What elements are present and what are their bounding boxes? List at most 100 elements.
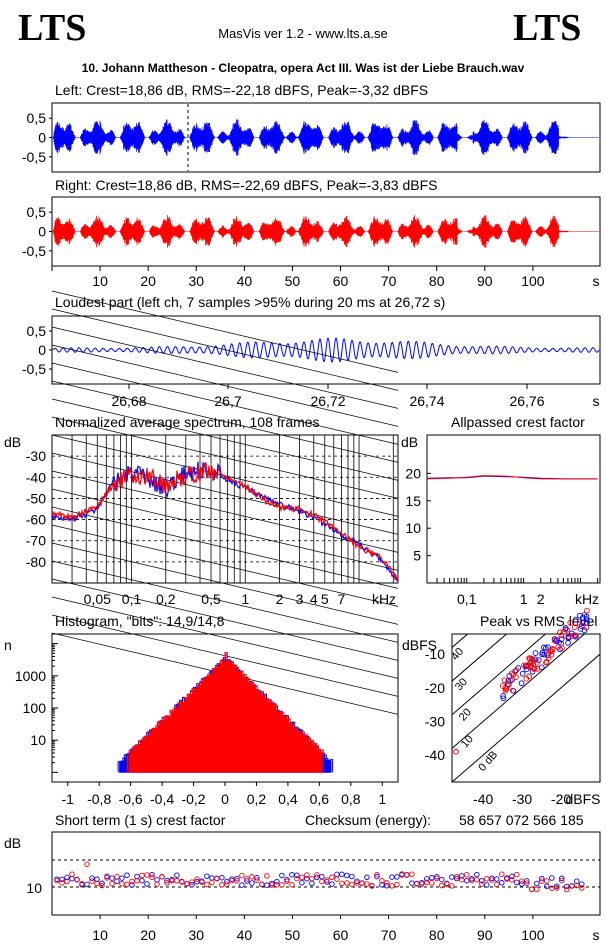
histogram-xtick-6: 0,2 [247, 791, 267, 807]
app-title: MasVis ver 1.2 - www.lts.a.se [218, 26, 388, 41]
short-term-point-right-104 [569, 883, 575, 889]
peak-rms-point-right-17 [576, 621, 583, 628]
spectrum-slope-17 [51, 596, 399, 679]
short-term-point-left-57 [334, 871, 340, 878]
peak-rms-point-right-47 [563, 633, 569, 639]
peak-rms-diag-label-3: 10 [459, 733, 476, 750]
logo-right: LTS [513, 7, 582, 49]
peak-rms-ytick-3: -40 [425, 747, 445, 763]
peak-rms-point-right-37 [531, 665, 538, 672]
short-term-point-right-17 [134, 878, 140, 884]
peak-rms-title: Peak vs RMS level [480, 613, 598, 629]
short-term-point-left-72 [409, 880, 415, 886]
spectrum-slope-1 [51, 308, 399, 391]
short-term-point-right-92 [509, 877, 515, 883]
short-term-point-left-45 [274, 878, 280, 885]
short-term-point-left-7 [84, 881, 90, 888]
short-term-point-left-65 [374, 873, 380, 880]
time-axis-label-5: 60 [333, 273, 349, 289]
short-term-point-right-56 [329, 874, 335, 881]
short-term-point-left-68 [389, 874, 395, 880]
short-term-point-right-31 [204, 881, 210, 888]
short-term-point-left-82 [459, 873, 465, 879]
peak-rms-diag-4 [452, 634, 469, 648]
histogram-xtick-3: -0,4 [150, 791, 174, 807]
peak-rms-point-left-1 [518, 680, 525, 687]
histogram-xtick-0: -1 [62, 791, 75, 807]
spectrum-slope-15 [51, 560, 399, 643]
spectrum-xtick-5: 2 [276, 591, 284, 607]
peak-rms-point-left-22 [572, 616, 579, 623]
short-term-point-right-75 [424, 879, 430, 886]
spectrum-xtick-0: 0,05 [84, 591, 111, 607]
short-term-point-left-87 [484, 882, 490, 888]
loudest-part-ytick-2: -0,5 [22, 361, 46, 377]
peak-rms-point-right-30 [571, 632, 578, 639]
peak-rms-xtick-1: -30 [512, 791, 532, 807]
spectrum-xtick-8: 5 [321, 591, 329, 607]
short-term-point-right-28 [189, 879, 195, 885]
spectrum-xtick-3: 0,5 [201, 591, 221, 607]
peak-rms-xunit: dBFS [565, 791, 600, 807]
short-term-point-right-1 [54, 877, 60, 884]
histogram-xtick-4: -0,2 [181, 791, 205, 807]
short-term-point-right-93 [514, 871, 520, 878]
short-term-point-left-101 [554, 883, 560, 889]
short-term-point-left-31 [204, 873, 210, 879]
short-term-point-left-41 [254, 875, 260, 881]
short-term-point-right-14 [119, 881, 125, 887]
crest-xunit: kHz [575, 591, 599, 607]
short-term-point-right-18 [139, 872, 145, 879]
spectrum-slope-2 [51, 326, 399, 409]
peak-rms-diag-2 [452, 634, 547, 716]
short-term-point-right-11 [104, 875, 110, 881]
logo-left: LTS [18, 7, 87, 49]
short-term-point-right-57 [334, 876, 340, 882]
loudest-xtick-label-4: 26,76 [509, 393, 544, 409]
short-term-point-right-20 [149, 874, 155, 881]
short-term-point-left-3 [64, 874, 70, 881]
short-term-point-left-18 [139, 877, 145, 884]
left-channel-title: Left: Crest=18,86 dB, RMS=-22,18 dBFS, P… [55, 82, 429, 98]
peak-rms-point-right-15 [510, 671, 517, 678]
short-term-point-right-55 [324, 877, 330, 883]
short-term-point-right-102 [559, 877, 565, 884]
short-term-point-left-106 [579, 881, 585, 887]
short-term-point-right-51 [304, 872, 310, 878]
short-term-point-left-40 [249, 880, 255, 886]
short-term-point-right-95 [524, 880, 530, 886]
peak-rms-point-right-51 [507, 677, 514, 684]
loudest-part-trace [52, 337, 600, 363]
short-term-point-right-88 [489, 877, 495, 883]
short-term-point-right-43 [264, 873, 270, 879]
short-term-point-right-32 [209, 879, 215, 886]
short-term-point-right-3 [64, 878, 70, 885]
histogram-xtick-8: 0,6 [310, 791, 330, 807]
right-waveform-ytick-0: 0,5 [27, 204, 47, 220]
peak-rms-point-right-39 [571, 624, 578, 631]
loudest-part-ytick-1: 0 [38, 342, 46, 358]
short-term-point-left-15 [124, 872, 130, 878]
loudest-xtick-label-3: 26,74 [409, 393, 444, 409]
short-term-point-right-19 [144, 872, 150, 878]
time-axis-label-2: 30 [188, 273, 204, 289]
short-term-point-right-37 [234, 878, 240, 884]
short-term-point-right-86 [479, 881, 485, 887]
peak-rms-point-left-25 [505, 677, 512, 684]
peak-rms-point-outlier [452, 748, 459, 755]
short-term-point-left-60 [349, 873, 355, 880]
short-term-point-right-74 [419, 881, 425, 887]
short-term-point-right-22 [159, 874, 165, 880]
crest-ytick-1: 15 [405, 493, 421, 509]
peak-rms-point-right-54 [530, 658, 537, 664]
short-term-point-right-91 [504, 876, 510, 882]
peak-rms-point-right-24 [567, 619, 574, 626]
short-term-xtick-4: 50 [285, 927, 301, 943]
short-term-point-left-2 [59, 876, 65, 883]
short-term-point-left-25 [174, 872, 180, 878]
right-channel-title: Right: Crest=18,86 dB, RMS=-22,69 dBFS, … [55, 177, 438, 193]
short-term-xtick-3: 40 [237, 927, 253, 943]
short-term-point-right-89 [494, 881, 500, 888]
short-term-point-right-54 [319, 878, 325, 885]
